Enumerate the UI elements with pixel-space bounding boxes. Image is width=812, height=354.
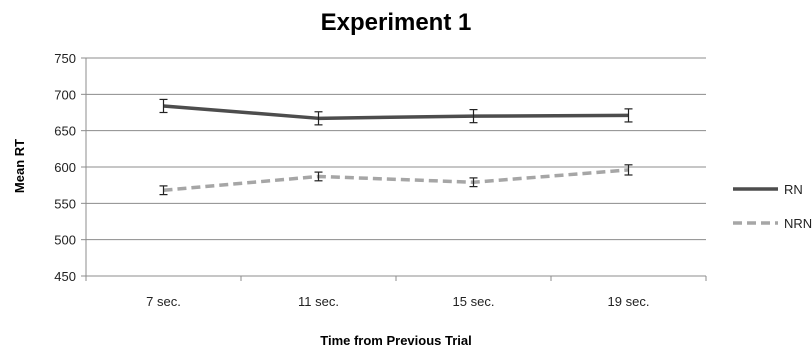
y-tick-label: 500 <box>54 233 76 248</box>
y-tick-label: 750 <box>54 51 76 66</box>
y-tick-label: 650 <box>54 124 76 139</box>
y-axis-label: Mean RT <box>12 139 27 193</box>
error-bar <box>159 98 168 114</box>
series-lines <box>159 98 633 196</box>
y-tick-label: 450 <box>54 269 76 284</box>
legend: RN NRN <box>733 182 812 231</box>
legend-label: NRN <box>784 216 812 231</box>
error-bar <box>624 108 633 123</box>
x-tick-label: 19 sec. <box>608 294 650 309</box>
series-rn <box>159 98 633 126</box>
error-bar <box>469 177 478 188</box>
error-bar <box>469 108 478 124</box>
error-bar <box>314 171 323 182</box>
legend-label: RN <box>784 182 803 197</box>
error-bar <box>159 185 168 196</box>
chart-title: Experiment 1 <box>321 9 472 36</box>
x-tick-label: 15 sec. <box>453 294 495 309</box>
error-bar <box>314 111 323 126</box>
y-tick-label: 550 <box>54 196 76 211</box>
y-tick-labels: 450 500 550 600 650 700 750 <box>54 51 76 284</box>
y-tick-label: 600 <box>54 160 76 175</box>
series-line <box>163 104 629 121</box>
error-bar <box>624 164 633 176</box>
x-tick-label: 11 sec. <box>298 294 339 309</box>
x-tick-labels: 7 sec. 11 sec. 15 sec. 19 sec. <box>146 294 649 309</box>
x-axis-label: Time from Previous Trial <box>320 333 471 348</box>
series-nrn <box>159 164 633 196</box>
series-line <box>163 168 629 192</box>
gridlines <box>81 57 707 281</box>
y-tick-label: 700 <box>54 87 76 102</box>
x-tick-label: 7 sec. <box>146 294 181 309</box>
